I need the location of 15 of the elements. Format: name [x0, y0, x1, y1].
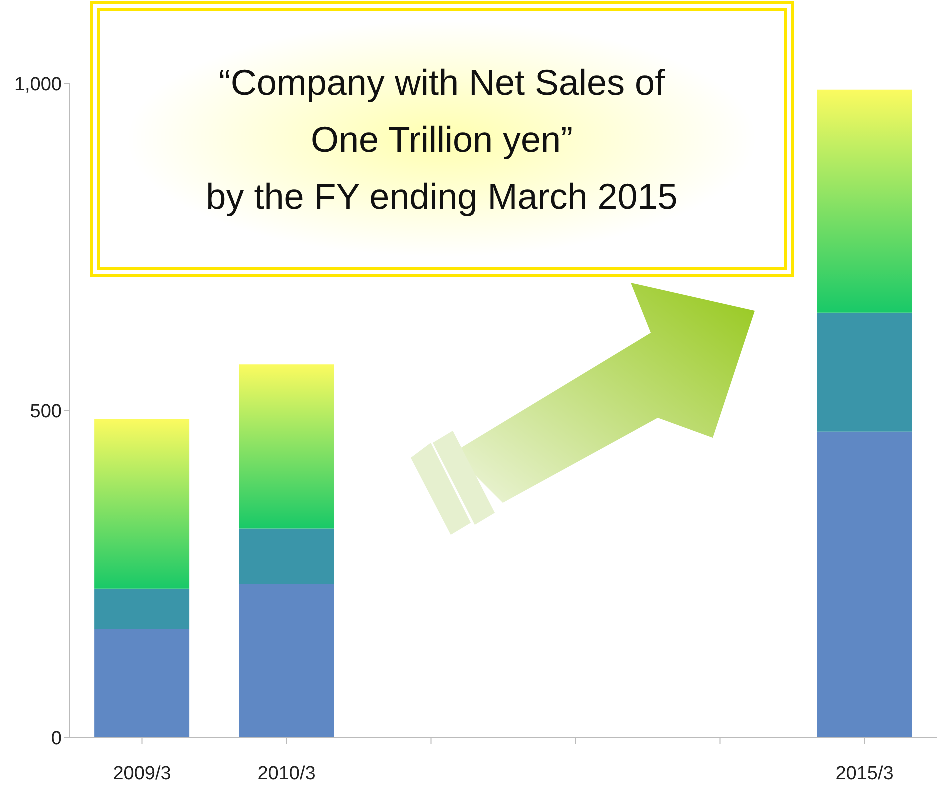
x-tick-label: 2010/3: [258, 763, 316, 784]
bar: [817, 312, 912, 432]
bar: [94, 629, 190, 738]
bar: [817, 90, 912, 313]
bar: [239, 584, 334, 738]
bar: [239, 364, 334, 529]
x-tick-label: 2015/3: [836, 763, 894, 784]
bar: [94, 420, 190, 589]
bar: [239, 528, 334, 584]
bar: [817, 432, 912, 738]
bar: [94, 588, 190, 630]
y-tick-label: 0: [51, 728, 62, 750]
y-tick-label: 500: [30, 402, 62, 423]
y-tick-label: 1,000: [14, 74, 62, 96]
x-tick-label: 2009/3: [113, 763, 172, 784]
